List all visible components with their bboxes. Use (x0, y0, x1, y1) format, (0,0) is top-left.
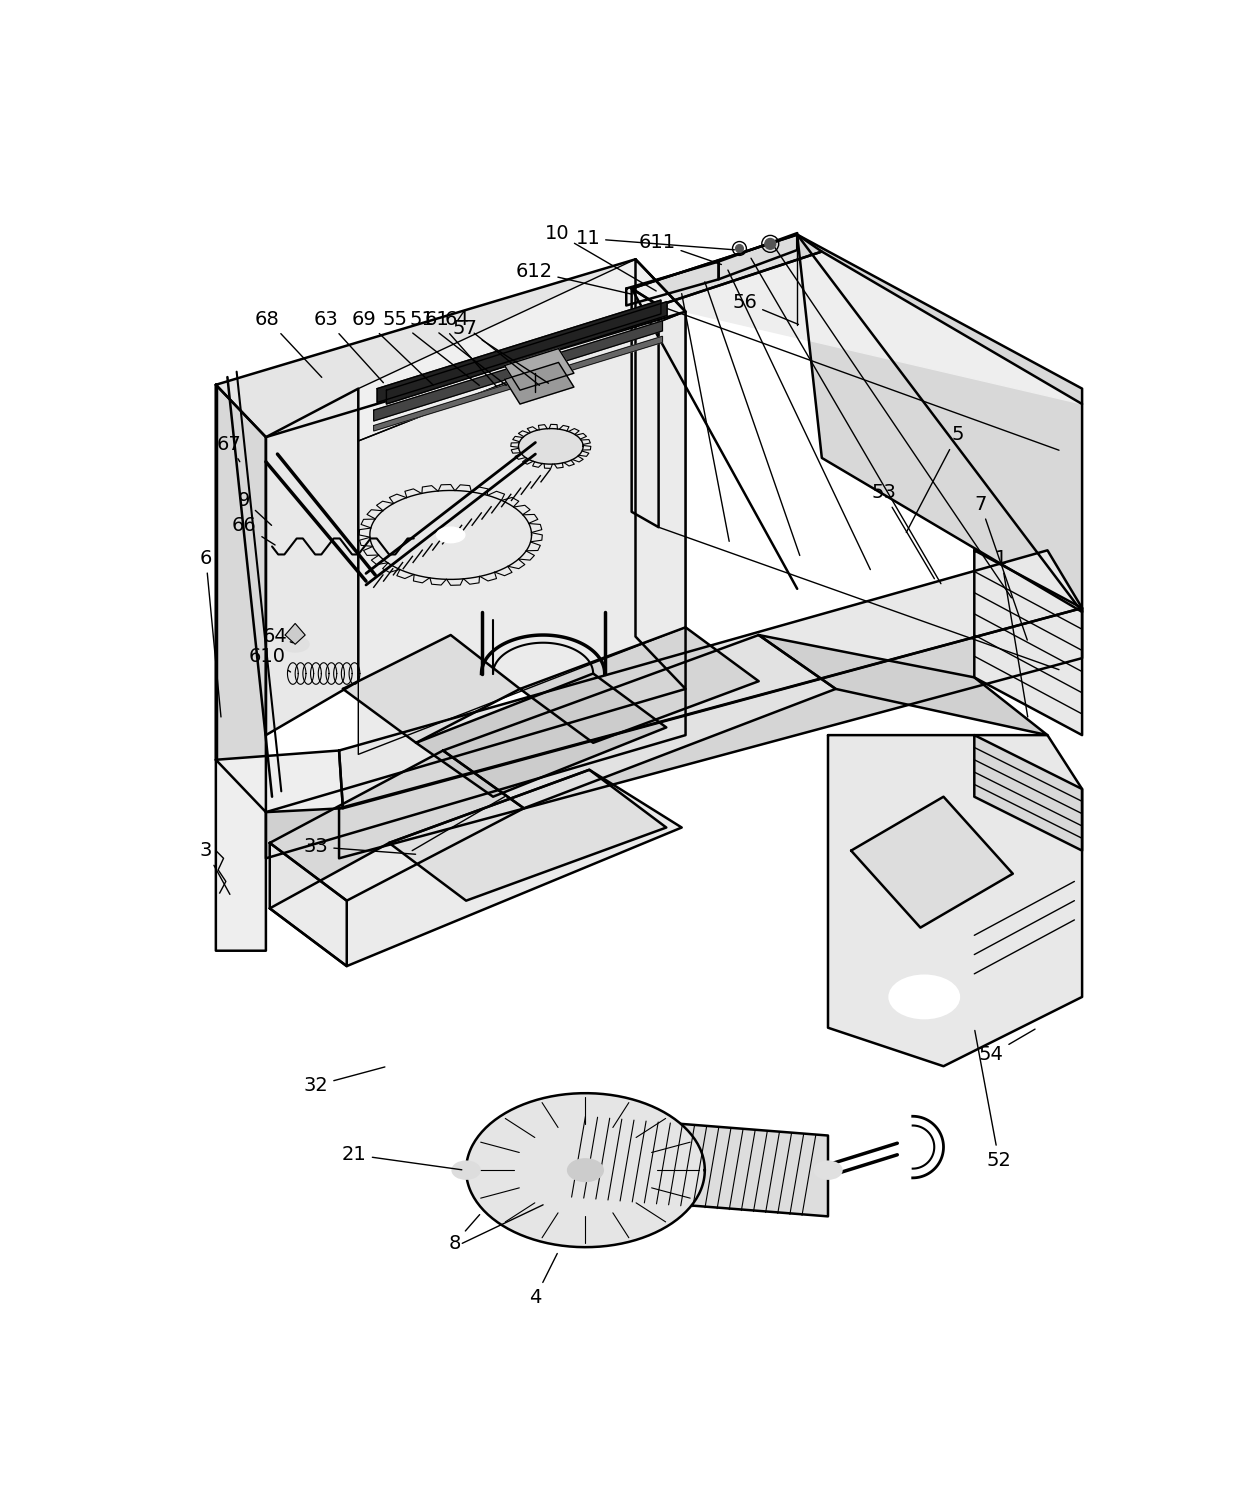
Text: 53: 53 (870, 483, 935, 578)
Polygon shape (216, 750, 343, 950)
Polygon shape (505, 363, 574, 404)
Polygon shape (358, 312, 686, 755)
Text: 64: 64 (263, 626, 293, 646)
Text: 611: 611 (639, 233, 722, 265)
Text: 57: 57 (453, 319, 548, 383)
Polygon shape (443, 636, 836, 809)
Polygon shape (719, 233, 797, 279)
Text: 4: 4 (529, 1253, 557, 1307)
Polygon shape (265, 389, 358, 735)
Text: 6: 6 (200, 548, 221, 717)
Text: 3: 3 (200, 842, 229, 895)
Ellipse shape (889, 976, 959, 1018)
Polygon shape (520, 628, 759, 742)
Text: 1: 1 (994, 548, 1028, 717)
Text: 10: 10 (544, 223, 656, 291)
Polygon shape (658, 252, 1083, 404)
Polygon shape (975, 735, 1083, 851)
Polygon shape (975, 550, 1083, 735)
Polygon shape (585, 1116, 828, 1217)
Circle shape (735, 244, 743, 253)
Ellipse shape (281, 637, 309, 652)
Text: 612: 612 (516, 262, 631, 294)
Polygon shape (373, 321, 662, 422)
Polygon shape (635, 259, 686, 688)
Ellipse shape (453, 1161, 480, 1179)
Text: 51: 51 (409, 310, 506, 386)
Polygon shape (216, 259, 686, 437)
Text: 52: 52 (975, 1030, 1012, 1170)
Polygon shape (216, 384, 265, 812)
Text: 21: 21 (342, 1145, 461, 1170)
Polygon shape (389, 770, 666, 901)
Polygon shape (343, 636, 520, 742)
Text: 610: 610 (249, 648, 290, 672)
Polygon shape (518, 429, 583, 464)
Text: 54: 54 (978, 1029, 1035, 1065)
Text: 32: 32 (304, 1066, 384, 1095)
Polygon shape (387, 301, 667, 404)
Polygon shape (505, 348, 574, 390)
Text: 8: 8 (449, 1215, 480, 1253)
Polygon shape (265, 688, 686, 858)
Polygon shape (358, 259, 686, 441)
Text: 63: 63 (314, 310, 383, 383)
Text: 61: 61 (424, 310, 496, 387)
Polygon shape (851, 797, 1013, 928)
Ellipse shape (568, 1160, 603, 1181)
Polygon shape (828, 735, 1083, 1066)
Polygon shape (377, 300, 661, 402)
Polygon shape (339, 550, 1083, 809)
Circle shape (765, 238, 776, 250)
Text: 56: 56 (733, 292, 799, 324)
Polygon shape (270, 770, 682, 967)
Ellipse shape (815, 1161, 842, 1179)
Polygon shape (631, 289, 658, 527)
Polygon shape (270, 750, 523, 901)
Text: 66: 66 (232, 517, 275, 545)
Polygon shape (373, 336, 662, 431)
Ellipse shape (436, 527, 465, 542)
Text: 55: 55 (383, 310, 480, 386)
Polygon shape (339, 608, 1083, 858)
Polygon shape (285, 623, 305, 645)
Text: 67: 67 (217, 435, 242, 462)
Text: 68: 68 (255, 310, 321, 378)
Polygon shape (417, 673, 666, 797)
Text: 9: 9 (238, 491, 272, 526)
Polygon shape (759, 636, 1048, 735)
Polygon shape (270, 843, 347, 967)
Polygon shape (466, 1093, 704, 1247)
Polygon shape (626, 262, 719, 306)
Polygon shape (631, 235, 822, 306)
Text: 64: 64 (444, 310, 539, 386)
Polygon shape (370, 491, 532, 580)
Text: 5: 5 (906, 425, 963, 533)
Text: 33: 33 (304, 837, 415, 857)
Text: 11: 11 (575, 229, 734, 250)
Polygon shape (797, 235, 1083, 611)
Text: 69: 69 (352, 310, 433, 386)
Text: 7: 7 (975, 494, 1027, 640)
